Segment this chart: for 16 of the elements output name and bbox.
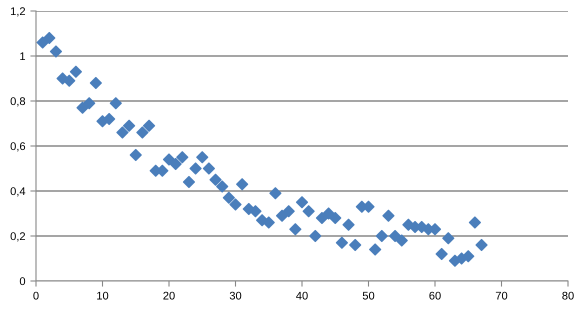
- y-tick-label: 1,2: [10, 7, 26, 16]
- x-tick-label: 60: [429, 292, 441, 300]
- x-tick-label: 70: [496, 292, 508, 300]
- y-tick-label: 0,4: [10, 187, 26, 196]
- y-tick-label: 0,2: [10, 232, 26, 242]
- x-tick-label: 80: [562, 292, 574, 300]
- y-tick-label: 1: [20, 52, 26, 60]
- y-tick-label: 0,8: [10, 97, 26, 106]
- x-tick-label: 30: [230, 292, 242, 300]
- x-tick-label: 50: [362, 292, 374, 300]
- x-tick-label: 40: [296, 292, 308, 300]
- x-tick-label: 20: [163, 292, 175, 300]
- x-tick-label: 10: [97, 292, 108, 300]
- y-tick-label: 0,6: [10, 142, 26, 152]
- x-tick-label: 0: [33, 292, 39, 300]
- y-tick-label: 0: [20, 277, 26, 286]
